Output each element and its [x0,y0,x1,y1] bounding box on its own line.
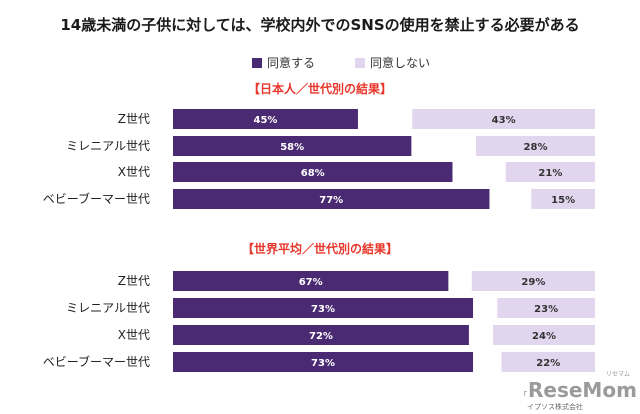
category-label: Z世代 [118,112,150,126]
panel-japan: Z世代 45% 43% ミレニアル世代 58% 28% X世代 68% 21% ベビーブーマー世代… [43,109,595,209]
value-label-agree: 73% [311,358,335,369]
value-label-agree: 68% [301,168,325,179]
watermark-logo: ReseMom [528,378,637,402]
value-label-disagree: 21% [538,168,562,179]
value-label-disagree: 23% [534,304,558,315]
category-label: Z世代 [118,274,150,288]
category-label: X世代 [118,165,150,179]
bar-agree [173,189,490,209]
value-label-disagree: 29% [521,277,545,288]
panel-title-japan: 【日本人／世代別の結果】 [248,81,392,96]
bar-disagree [493,325,595,345]
bar-agree [173,162,453,182]
bar-disagree [476,136,595,156]
value-label-agree: 72% [309,331,333,342]
bar-agree [173,136,412,156]
panel-world: Z世代 67% 29% ミレニアル世代 73% 23% X世代 72% 24% ベビーブーマー世代… [43,271,595,372]
value-label-agree: 77% [319,195,343,206]
bar-agree [173,352,474,372]
value-label-agree: 45% [254,115,278,126]
bar-disagree [505,162,595,182]
source-text: イプソス株式会社 [527,402,583,411]
chart-title: 14歳未満の子供に対しては、学校内外でのSNSの使用を禁止する必要がある [60,16,579,34]
category-label: ベビーブーマー世代 [43,354,150,369]
bar-agree [173,271,449,291]
footer: 「 イプソス株式会社 リセマム ReseMom [520,371,637,411]
value-label-agree: 67% [299,277,323,288]
value-label-disagree: 22% [536,358,560,369]
bar-disagree [412,109,595,129]
legend-swatch-agree [252,58,262,68]
legend-label-disagree: 同意しない [370,55,430,70]
bar-disagree [531,189,595,209]
value-label-disagree: 15% [551,195,575,206]
category-label: ベビーブーマー世代 [43,191,150,206]
legend: 同意する 同意しない [252,55,430,70]
source-bracket: 「 [520,391,527,399]
bar-disagree [471,271,595,291]
category-label: ミレニアル世代 [66,301,150,315]
bar-agree [173,109,358,129]
bar-disagree [497,298,595,318]
category-label: X世代 [118,328,150,342]
value-label-agree: 73% [311,304,335,315]
bar-agree [173,298,474,318]
value-label-disagree: 28% [524,142,548,153]
category-label: ミレニアル世代 [66,139,150,153]
legend-swatch-disagree [355,58,365,68]
bar-disagree [501,352,595,372]
panel-title-world: 【世界平均／世代別の結果】 [242,241,398,256]
value-label-agree: 58% [280,142,304,153]
value-label-disagree: 24% [532,331,556,342]
legend-label-agree: 同意する [267,55,315,70]
watermark-ruby: リセマム [606,371,630,378]
value-label-disagree: 43% [492,115,516,126]
bar-agree [173,325,469,345]
